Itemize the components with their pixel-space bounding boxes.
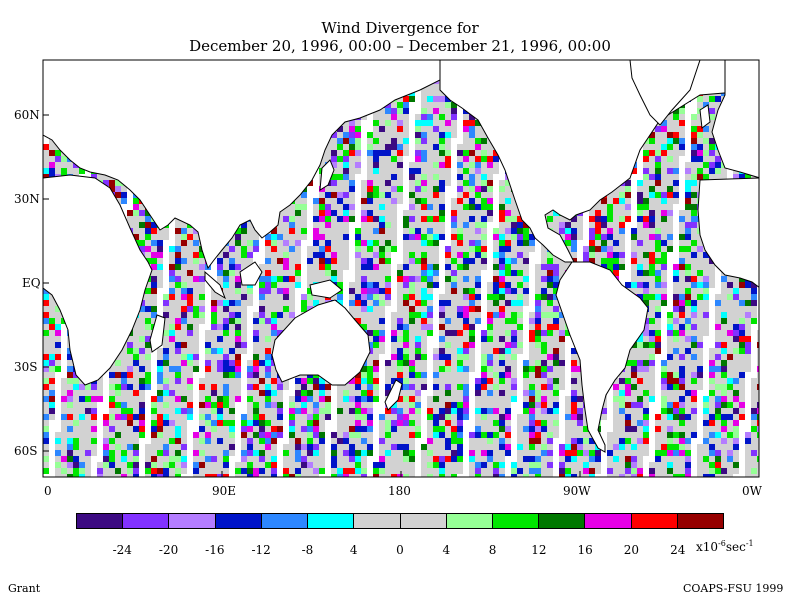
legend-tick-label: 0 (396, 543, 404, 557)
africa-landmass (43, 174, 153, 386)
south-america-landmass (555, 261, 649, 453)
legend-swatch (400, 514, 447, 528)
legend-tick-label: -24 (112, 543, 132, 557)
japan-landmass (319, 159, 335, 191)
legend-swatch (492, 514, 540, 528)
sumatra-landmass (204, 270, 226, 300)
borneo-landmass (239, 261, 263, 286)
legend-swatch (446, 514, 493, 528)
legend-swatch (585, 514, 632, 528)
new-zealand-landmass (384, 379, 403, 411)
australia-landmass (271, 299, 371, 386)
legend-tick-label: 4 (349, 543, 358, 557)
lon-label-180: 180 (388, 484, 411, 498)
europe-west-landmass (711, 60, 759, 179)
madagascar-landmass (149, 314, 166, 353)
lon-label-0: 0 (44, 484, 52, 498)
new-guinea-landmass (309, 279, 343, 299)
eurasia-landmass (43, 60, 441, 270)
north-america-landmass (439, 60, 759, 263)
lat-label-60n: 60N (14, 108, 40, 122)
color-legend (76, 513, 724, 529)
legend-swatch (169, 514, 216, 528)
legend-tick-label: -20 (158, 543, 179, 557)
map-date-range: December 20, 1996, 00:00 – December 21, … (189, 37, 611, 55)
legend-swatch (261, 514, 309, 528)
legend-tick-label: 16 (577, 543, 593, 557)
legend-tick-label: -16 (205, 543, 225, 557)
legend-tick-label: 24 (670, 543, 686, 557)
legend-swatch (77, 514, 124, 528)
lon-label-90w: 90W (563, 484, 591, 498)
lon-label-90e: 90E (212, 484, 237, 498)
legend-tick-label: 4 (442, 543, 451, 557)
legend-tick-label: 8 (488, 543, 497, 557)
legend-swatch (677, 514, 724, 528)
legend-swatch (631, 514, 678, 528)
greenland-landmass (629, 60, 701, 126)
author-credit: Grant (8, 582, 41, 595)
british-isles-landmass (699, 104, 711, 129)
legend-tick-label: -8 (301, 543, 314, 557)
legend-swatch (354, 514, 401, 528)
legend-swatch (539, 514, 586, 528)
legend-swatch (308, 514, 355, 528)
lat-label-60s: 60S (14, 444, 38, 458)
wind-divergence-map (42, 59, 760, 478)
africa-west-landmass (697, 177, 759, 288)
legend-swatch (215, 514, 262, 528)
legend-swatch (123, 514, 170, 528)
legend-tick-label: 12 (531, 543, 547, 557)
institution-credit: COAPS-FSU 1999 (683, 582, 784, 595)
legend-tick-label: 20 (623, 543, 640, 557)
map-title: Wind Divergence for (321, 19, 479, 37)
lat-label-30n: 30N (14, 192, 40, 206)
axis-ticks (42, 114, 760, 477)
continents (43, 60, 759, 453)
legend-tick-label: -12 (251, 543, 271, 557)
lon-label-0w: 0W (742, 484, 762, 498)
lat-label-eq: EQ (22, 276, 41, 290)
lat-label-30s: 30S (14, 360, 38, 374)
color-legend-unit: x10-6sec-1 (696, 539, 754, 554)
